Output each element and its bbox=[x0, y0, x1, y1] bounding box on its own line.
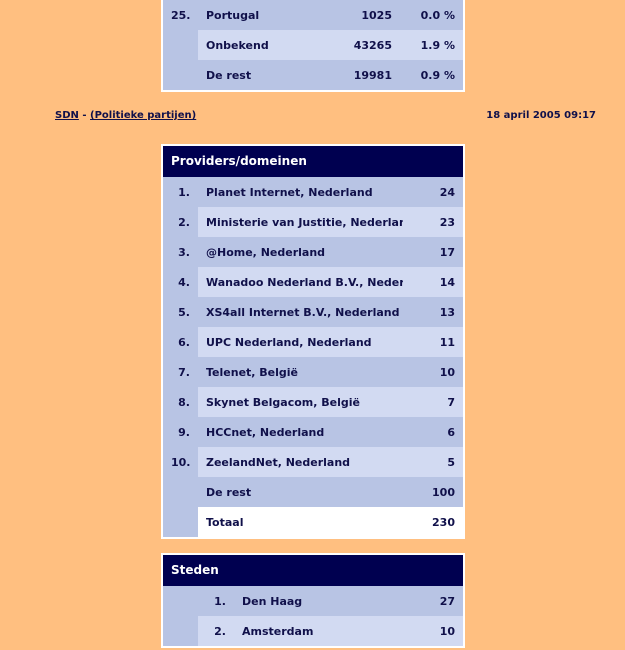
name: De rest bbox=[198, 60, 330, 90]
separator: - bbox=[82, 110, 87, 121]
rank bbox=[163, 60, 198, 90]
category-link[interactable]: (Politieke partijen) bbox=[90, 110, 197, 121]
rank: 1. bbox=[163, 177, 198, 207]
value: 24 bbox=[403, 177, 463, 207]
providers-table: Providers/domeinen 1. Planet Internet, Ned… bbox=[161, 144, 465, 539]
table-row: De rest 19981 0.9 % bbox=[163, 60, 463, 90]
rank: 5. bbox=[163, 297, 198, 327]
rank: 8. bbox=[163, 387, 198, 417]
cell bbox=[163, 616, 198, 646]
rank: 4. bbox=[163, 267, 198, 297]
rank bbox=[163, 477, 198, 507]
name: HCCnet, Nederland bbox=[198, 417, 403, 447]
name: Totaal bbox=[198, 507, 403, 537]
rank: 2. bbox=[198, 616, 234, 646]
name: @Home, Nederland bbox=[198, 237, 403, 267]
country-table: 25. Portugal 1025 0.0 % Onbekend 43265 1.9 % De… bbox=[161, 0, 465, 92]
share: 0.9 % bbox=[400, 60, 463, 90]
name: Telenet, België bbox=[198, 357, 403, 387]
count: 19981 bbox=[330, 60, 400, 90]
value: 11 bbox=[403, 327, 463, 357]
rank: 1. bbox=[198, 586, 234, 616]
table: 1. Den Haag 27 2. Amsterdam 10 bbox=[163, 586, 463, 646]
rank: 2. bbox=[163, 207, 198, 237]
rank: 10. bbox=[163, 447, 198, 477]
name: XS4all Internet B.V., Nederland bbox=[198, 297, 403, 327]
count: 43265 bbox=[330, 30, 400, 60]
value: 17 bbox=[403, 237, 463, 267]
table-row: 25. Portugal 1025 0.0 % bbox=[163, 0, 463, 30]
name: Den Haag bbox=[234, 586, 403, 616]
table-row: 2. Amsterdam 10 bbox=[163, 616, 463, 646]
value: 14 bbox=[403, 267, 463, 297]
name: Skynet Belgacom, België bbox=[198, 387, 403, 417]
value: 10 bbox=[403, 357, 463, 387]
rank bbox=[163, 30, 198, 60]
value: 13 bbox=[403, 297, 463, 327]
table-row: 2. Ministerie van Justitie, Nederland 23 bbox=[163, 207, 463, 237]
rank: 9. bbox=[163, 417, 198, 447]
table-row: 1. Planet Internet, Nederland 24 bbox=[163, 177, 463, 207]
value: 27 bbox=[403, 586, 463, 616]
table-header: Providers/domeinen bbox=[163, 146, 463, 177]
date: 18 april 2005 09:17 bbox=[486, 110, 596, 121]
name: Onbekend bbox=[198, 30, 330, 60]
rank: 3. bbox=[163, 237, 198, 267]
name: Ministerie van Justitie, Nederland bbox=[198, 207, 403, 237]
table-row: 7. Telenet, België 10 bbox=[163, 357, 463, 387]
name: Wanadoo Nederland B.V., Nederland bbox=[198, 267, 403, 297]
table-row: 3. @Home, Nederland 17 bbox=[163, 237, 463, 267]
name: ZeelandNet, Nederland bbox=[198, 447, 403, 477]
table: 1. Planet Internet, Nederland 24 2. Minister… bbox=[163, 177, 463, 537]
rank bbox=[163, 507, 198, 537]
table: 25. Portugal 1025 0.0 % Onbekend 43265 1.9 % De… bbox=[163, 0, 463, 90]
share: 0.0 % bbox=[400, 0, 463, 30]
table-header: Steden bbox=[163, 555, 463, 586]
name: De rest bbox=[198, 477, 403, 507]
table-row: 5. XS4all Internet B.V., Nederland 13 bbox=[163, 297, 463, 327]
table-row: 9. HCCnet, Nederland 6 bbox=[163, 417, 463, 447]
table-row: Onbekend 43265 1.9 % bbox=[163, 30, 463, 60]
name: UPC Nederland, Nederland bbox=[198, 327, 403, 357]
table-row: 1. Den Haag 27 bbox=[163, 586, 463, 616]
value: 23 bbox=[403, 207, 463, 237]
rank: 6. bbox=[163, 327, 198, 357]
name: Portugal bbox=[198, 0, 330, 30]
count: 1025 bbox=[330, 0, 400, 30]
rank: 7. bbox=[163, 357, 198, 387]
table-row: De rest 100 bbox=[163, 477, 463, 507]
value: 5 bbox=[403, 447, 463, 477]
site-link[interactable]: SDN bbox=[55, 110, 79, 121]
cell bbox=[163, 586, 198, 616]
cities-table: Steden 1. Den Haag 27 2. Amsterdam 10 bbox=[161, 553, 465, 648]
table-row: 6. UPC Nederland, Nederland 11 bbox=[163, 327, 463, 357]
rank: 25. bbox=[163, 0, 198, 30]
table-row: Totaal 230 bbox=[163, 507, 463, 537]
table-row: 8. Skynet Belgacom, België 7 bbox=[163, 387, 463, 417]
value: 230 bbox=[403, 507, 463, 537]
name: Planet Internet, Nederland bbox=[198, 177, 403, 207]
value: 7 bbox=[403, 387, 463, 417]
share: 1.9 % bbox=[400, 30, 463, 60]
table-row: 4.Wanadoo Nederland B.V., Nederland14 bbox=[163, 267, 463, 297]
table-row: 10. ZeelandNet, Nederland 5 bbox=[163, 447, 463, 477]
value: 100 bbox=[403, 477, 463, 507]
value: 10 bbox=[403, 616, 463, 646]
value: 6 bbox=[403, 417, 463, 447]
name: Amsterdam bbox=[234, 616, 403, 646]
source-line: SDN - (Politieke partijen) 18 april 2005… bbox=[55, 110, 596, 121]
